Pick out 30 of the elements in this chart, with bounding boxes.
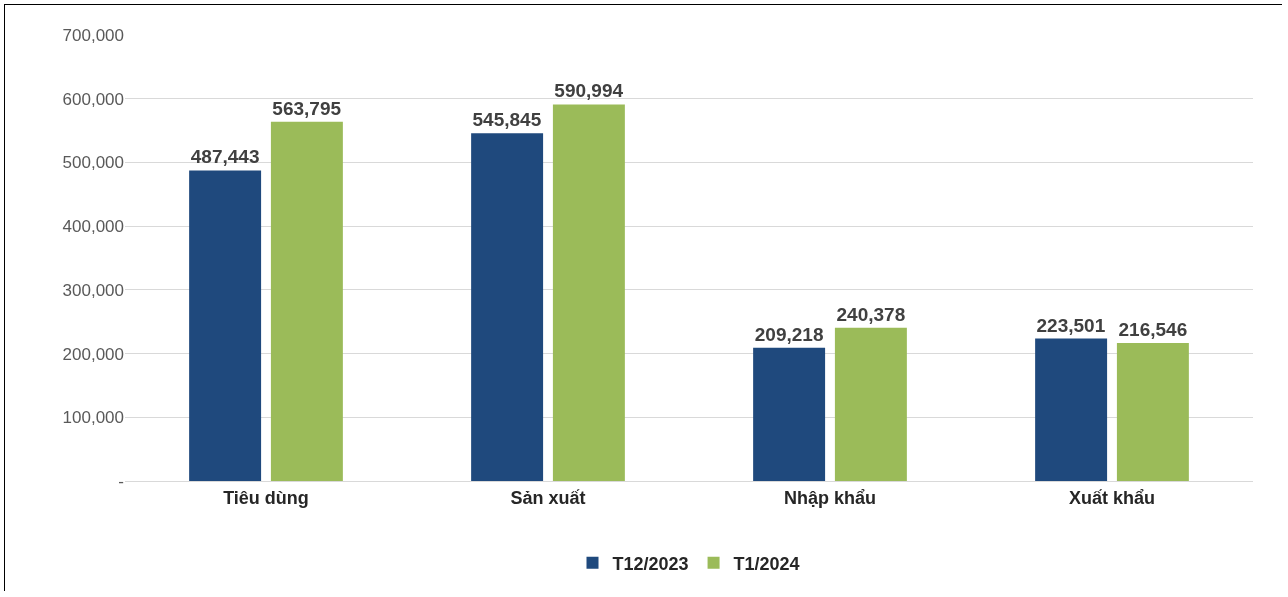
x-tick-label: Nhập khẩu [783,487,877,508]
bar [834,327,907,481]
y-tick-label: 400,000 [62,217,124,237]
y-tick-label: 700,000 [62,25,124,45]
y-tick-label: 200,000 [62,344,124,364]
y-tick-label: 300,000 [62,280,124,300]
y-tick-label: 500,000 [62,153,124,173]
y-tick-label: 100,000 [62,408,124,428]
y-tick-label: 600,000 [62,89,124,109]
x-tick-label: Sản xuất [510,487,586,508]
data-label: 563,795 [272,97,342,119]
data-label: 223,501 [1036,314,1106,336]
data-label: 240,378 [836,303,906,325]
data-label: 487,443 [190,146,260,168]
x-tick-label: Xuất khẩu [1068,487,1156,508]
legend-label: T1/2024 [733,553,800,574]
bar [189,170,262,481]
bar [1116,343,1189,481]
bar [471,133,544,481]
bar [1035,338,1108,481]
bar [270,121,343,481]
bar [753,347,826,481]
y-tick-label: - [118,471,124,491]
legend-label: T12/2023 [612,553,689,574]
data-label: 545,845 [472,109,542,131]
data-label: 216,546 [1118,319,1188,341]
x-tick-label: Tiêu dùng [223,487,309,508]
bar [552,104,625,481]
data-label: 209,218 [754,323,824,345]
data-label: 590,994 [554,80,624,102]
